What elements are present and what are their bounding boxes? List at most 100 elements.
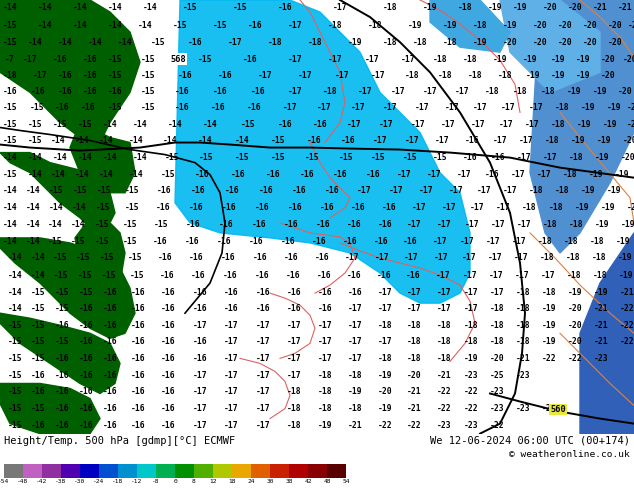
Text: -18: -18: [406, 337, 422, 346]
Text: -17: -17: [470, 120, 485, 129]
Text: -17: -17: [418, 186, 433, 195]
Text: -15: -15: [127, 253, 142, 263]
Text: -17: -17: [437, 288, 451, 296]
Text: -18: -18: [112, 479, 124, 484]
Text: -18: -18: [515, 337, 530, 346]
Text: -17: -17: [345, 253, 359, 263]
Text: -15: -15: [8, 337, 22, 346]
Text: -19: -19: [615, 170, 630, 179]
Text: -17: -17: [455, 87, 469, 96]
Text: -19: -19: [493, 55, 507, 64]
Text: -17: -17: [287, 354, 301, 363]
Text: -15: -15: [30, 337, 45, 346]
Text: -14: -14: [99, 170, 113, 179]
Text: -14: -14: [3, 220, 17, 229]
Text: -18: -18: [543, 220, 557, 229]
Text: -17: -17: [347, 120, 361, 129]
Text: -21: -21: [593, 321, 608, 330]
Text: -14: -14: [108, 21, 122, 29]
Text: -15: -15: [3, 38, 17, 47]
Text: -16: -16: [221, 253, 235, 263]
Text: -15: -15: [153, 220, 168, 229]
Text: -18: -18: [406, 354, 422, 363]
Text: -20: -20: [626, 203, 634, 212]
Text: -14: -14: [30, 253, 45, 263]
Text: -15: -15: [108, 55, 122, 64]
Text: -17: -17: [442, 203, 456, 212]
Text: -18: -18: [541, 87, 555, 96]
Text: -17: -17: [378, 288, 392, 296]
Text: -15: -15: [8, 404, 22, 413]
Text: -21: -21: [406, 387, 422, 396]
Text: -16: -16: [340, 136, 355, 145]
Text: -16: -16: [484, 170, 500, 179]
Text: -20: -20: [600, 55, 616, 64]
Polygon shape: [0, 238, 135, 338]
Text: -16: -16: [131, 421, 145, 430]
Text: -18: -18: [413, 38, 427, 47]
Text: -17: -17: [391, 87, 405, 96]
Text: -14: -14: [8, 304, 22, 313]
Text: -22: -22: [567, 354, 582, 363]
Text: -17: -17: [318, 337, 332, 346]
Text: -14: -14: [28, 38, 42, 47]
Text: -16: -16: [314, 253, 329, 263]
Text: -16: -16: [55, 421, 69, 430]
Text: -20: -20: [583, 21, 597, 29]
Text: -16: -16: [491, 153, 505, 162]
Text: -16: -16: [312, 238, 327, 246]
Text: -17: -17: [335, 71, 349, 80]
Text: -19: -19: [603, 120, 618, 129]
Text: -20: -20: [567, 337, 582, 346]
Text: -14: -14: [51, 136, 65, 145]
Text: -14: -14: [51, 170, 65, 179]
Text: 560: 560: [550, 405, 566, 414]
Text: -18: -18: [368, 21, 382, 29]
Text: -19: -19: [423, 2, 437, 12]
Text: -14: -14: [28, 153, 42, 162]
Text: -16: -16: [292, 186, 306, 195]
Text: -16: -16: [406, 270, 420, 280]
Text: -14: -14: [3, 153, 17, 162]
Text: -17: -17: [511, 170, 526, 179]
Text: -18: -18: [318, 404, 332, 413]
Text: -17: -17: [525, 120, 540, 129]
Text: -16: -16: [55, 387, 69, 396]
Text: -15: -15: [123, 220, 138, 229]
Text: -17: -17: [435, 136, 450, 145]
Text: -16: -16: [175, 87, 190, 96]
Text: -17: -17: [489, 288, 504, 296]
Text: -16: -16: [343, 238, 358, 246]
Text: -17: -17: [288, 87, 302, 96]
Text: -16: -16: [79, 304, 93, 313]
Text: -15: -15: [141, 71, 155, 80]
Text: -18: -18: [347, 371, 362, 380]
Text: -16: -16: [256, 288, 270, 296]
Text: -15: -15: [48, 238, 62, 246]
Text: -16: -16: [318, 288, 332, 296]
Text: -15: -15: [271, 153, 285, 162]
Text: -20: -20: [618, 87, 632, 96]
Text: -18: -18: [287, 387, 301, 396]
Text: -19: -19: [551, 71, 566, 80]
Text: -16: -16: [55, 321, 69, 330]
Text: -15: -15: [30, 321, 45, 330]
Text: 30: 30: [266, 479, 274, 484]
Text: -17: -17: [351, 103, 365, 112]
Text: -15: -15: [160, 170, 176, 179]
Text: -21: -21: [406, 404, 422, 413]
Text: -16: -16: [79, 354, 93, 363]
Text: -15: -15: [53, 253, 67, 263]
Text: -15: -15: [141, 87, 155, 96]
Text: -16: -16: [160, 321, 176, 330]
Text: -15: -15: [172, 21, 187, 29]
Text: -17: -17: [477, 186, 491, 195]
Text: -16: -16: [191, 270, 205, 280]
Text: -15: -15: [165, 153, 179, 162]
Text: -18: -18: [513, 87, 527, 96]
Text: -22: -22: [541, 404, 556, 413]
Text: -17: -17: [371, 71, 385, 80]
Text: -18: -18: [498, 71, 512, 80]
Text: -15: -15: [123, 238, 138, 246]
Text: -16: -16: [193, 354, 207, 363]
